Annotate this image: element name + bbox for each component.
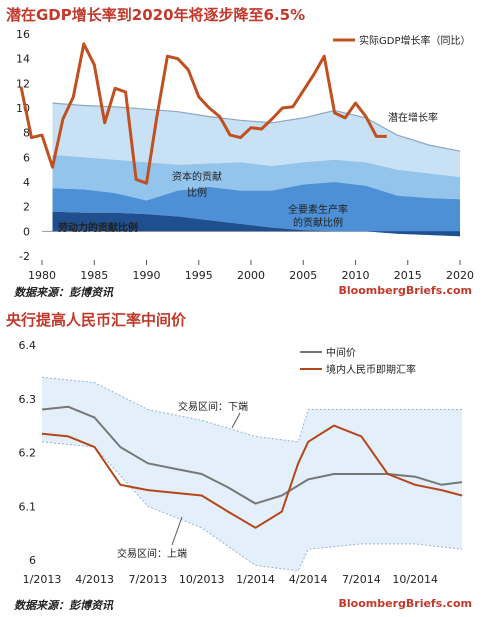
data-source: 数据来源：彭博资讯 xyxy=(14,286,113,299)
annotation-capital: 比例 xyxy=(187,186,207,199)
y-tick-label: 6 xyxy=(29,554,36,567)
x-tick-label: 2005 xyxy=(289,269,317,282)
x-tick-label: 1995 xyxy=(185,269,213,282)
y-tick-label: 6.4 xyxy=(19,339,37,352)
potential-growth-line xyxy=(52,102,461,152)
band-upper-edge-line xyxy=(41,441,463,572)
annotation-band-low: 交易区间：下端 xyxy=(178,400,248,413)
y-tick-label: 8 xyxy=(23,127,30,140)
x-tick-label: 10/2013 xyxy=(179,573,225,586)
x-tick-label: 1985 xyxy=(80,269,108,282)
spot-rate-line xyxy=(41,424,463,529)
x-tick-label: 2010 xyxy=(342,269,370,282)
annotation-tfp: 全要素生产率 xyxy=(288,203,348,216)
x-tick-label: 1980 xyxy=(28,269,56,282)
central-parity-line xyxy=(41,405,463,505)
tfp-contribution-area xyxy=(52,103,460,178)
annotation-band-up: 交易区间：上端 xyxy=(117,547,187,560)
y-tick-label: 6.1 xyxy=(19,500,37,513)
x-tick-label: 7/2014 xyxy=(342,573,381,586)
y-tick-label: 14 xyxy=(16,53,30,66)
x-tick-label: 4/2013 xyxy=(75,573,114,586)
annotation-potential: 潜在增长率 xyxy=(388,111,438,124)
labor-contribution-area xyxy=(52,211,460,237)
annotation-pointer xyxy=(231,412,241,429)
credit-link[interactable]: BloombergBriefs.com xyxy=(338,284,472,297)
x-tick-label: 10/2014 xyxy=(392,573,438,586)
capital-contribution-area xyxy=(52,154,460,201)
x-tick-label: 2000 xyxy=(237,269,265,282)
capital-lower-area xyxy=(52,182,460,237)
y-tick-label: 16 xyxy=(16,28,30,41)
gdp-growth-line xyxy=(19,42,387,185)
annotation-labor: 劳动力的贡献比例 xyxy=(58,221,138,234)
chart-title: 央行提高人民币汇率中间价 xyxy=(6,311,187,329)
y-tick-label: 6.2 xyxy=(19,447,37,460)
chart-title: 潜在GDP增长率到2020年将逐步降至6.5% xyxy=(6,6,306,24)
trading-band-area xyxy=(42,377,462,571)
x-tick-label: 1/2013 xyxy=(23,573,62,586)
y-tick-label: -2 xyxy=(19,250,30,263)
y-tick-label: 6.3 xyxy=(19,393,37,406)
band-lower-edge-line xyxy=(41,376,462,443)
fx-chart: 6 6.1 6.2 6.3 6.4 1/2013 4/2013 7/2013 10/2013 1/… xyxy=(19,339,463,586)
legend-label: 中间价 xyxy=(326,346,356,359)
legend-label: 实际GDP增长率（同比） xyxy=(359,34,470,47)
y-tick-label: 4 xyxy=(23,176,30,189)
annotation-capital: 资本的贡献 xyxy=(172,170,222,183)
x-tick-label: 1/2014 xyxy=(236,573,275,586)
gdp-chart-panel: 潜在GDP增长率到2020年将逐步降至6.5% -2 0 2 4 6 8 10 12 14 16 1… xyxy=(0,0,500,305)
x-tick-label: 2015 xyxy=(394,269,422,282)
x-tick-label: 4/2014 xyxy=(289,573,328,586)
y-tick-label: 0 xyxy=(23,225,30,238)
y-tick-label: 12 xyxy=(16,77,30,90)
annotation-pointer xyxy=(171,516,183,546)
credit-link[interactable]: BloombergBriefs.com xyxy=(338,597,472,610)
fx-chart-panel: 央行提高人民币汇率中间价 6 6.1 6.2 6.3 6.4 1/2013 4/2013 7/… xyxy=(0,305,500,617)
x-tick-label: 7/2013 xyxy=(129,573,168,586)
x-tick-label: 1990 xyxy=(133,269,161,282)
y-tick-label: 2 xyxy=(23,201,30,214)
legend-label: 境内人民币即期汇率 xyxy=(326,363,416,376)
data-source: 数据来源：彭博资讯 xyxy=(14,599,113,612)
y-tick-label: 6 xyxy=(23,151,30,164)
annotation-tfp: 的贡献比例 xyxy=(293,216,343,229)
x-tick-label: 2020 xyxy=(446,269,474,282)
